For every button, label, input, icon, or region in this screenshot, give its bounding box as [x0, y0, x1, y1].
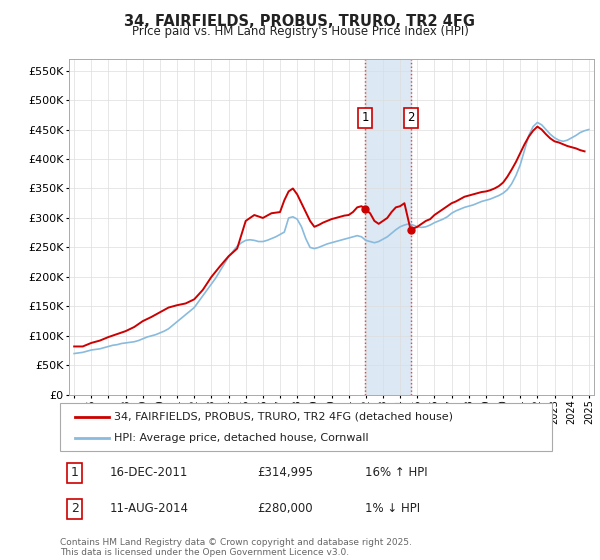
Text: Price paid vs. HM Land Registry's House Price Index (HPI): Price paid vs. HM Land Registry's House … [131, 25, 469, 38]
Text: 16-DEC-2011: 16-DEC-2011 [109, 466, 188, 479]
Text: 34, FAIRFIELDS, PROBUS, TRURO, TR2 4FG: 34, FAIRFIELDS, PROBUS, TRURO, TR2 4FG [125, 14, 476, 29]
Text: 1% ↓ HPI: 1% ↓ HPI [365, 502, 420, 515]
Text: 2: 2 [407, 111, 415, 124]
Text: 34, FAIRFIELDS, PROBUS, TRURO, TR2 4FG (detached house): 34, FAIRFIELDS, PROBUS, TRURO, TR2 4FG (… [114, 412, 453, 422]
Text: 2: 2 [71, 502, 79, 515]
Text: 16% ↑ HPI: 16% ↑ HPI [365, 466, 428, 479]
Text: 1: 1 [361, 111, 369, 124]
FancyBboxPatch shape [60, 403, 552, 451]
Text: HPI: Average price, detached house, Cornwall: HPI: Average price, detached house, Corn… [114, 433, 369, 444]
Bar [365, 59, 410, 395]
Text: Contains HM Land Registry data © Crown copyright and database right 2025.
This d: Contains HM Land Registry data © Crown c… [60, 538, 412, 557]
Text: £280,000: £280,000 [257, 502, 313, 515]
Text: 1: 1 [71, 466, 79, 479]
Text: £314,995: £314,995 [257, 466, 313, 479]
Text: 11-AUG-2014: 11-AUG-2014 [109, 502, 188, 515]
